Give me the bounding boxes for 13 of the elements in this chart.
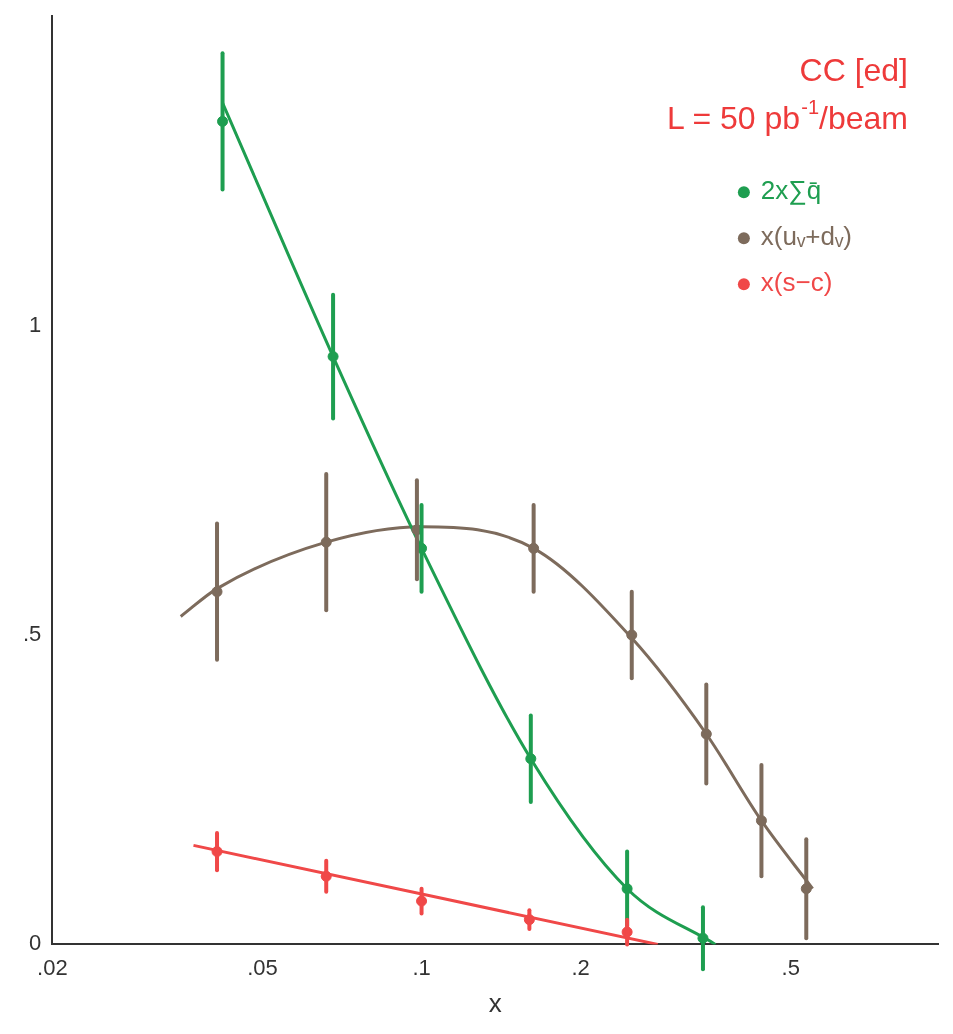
x-tick-label: .2: [571, 954, 590, 980]
x-tick-label: .1: [412, 954, 431, 980]
annotation: CC [ed]: [799, 52, 908, 89]
legend-label: x(s−c): [760, 267, 833, 298]
y-tick-label: 1: [29, 311, 42, 337]
x-axis-title: x: [488, 987, 502, 1018]
y-tick-label: 0: [29, 930, 42, 956]
x-tick-label: .5: [781, 954, 800, 980]
legend-label: x(uᵥ+dᵥ): [760, 221, 853, 252]
legend-label: 2x∑q̄: [760, 175, 822, 206]
x-tick-label: .05: [247, 954, 278, 980]
y-tick-label: .5: [22, 621, 42, 647]
x-tick-label: .02: [37, 954, 68, 980]
